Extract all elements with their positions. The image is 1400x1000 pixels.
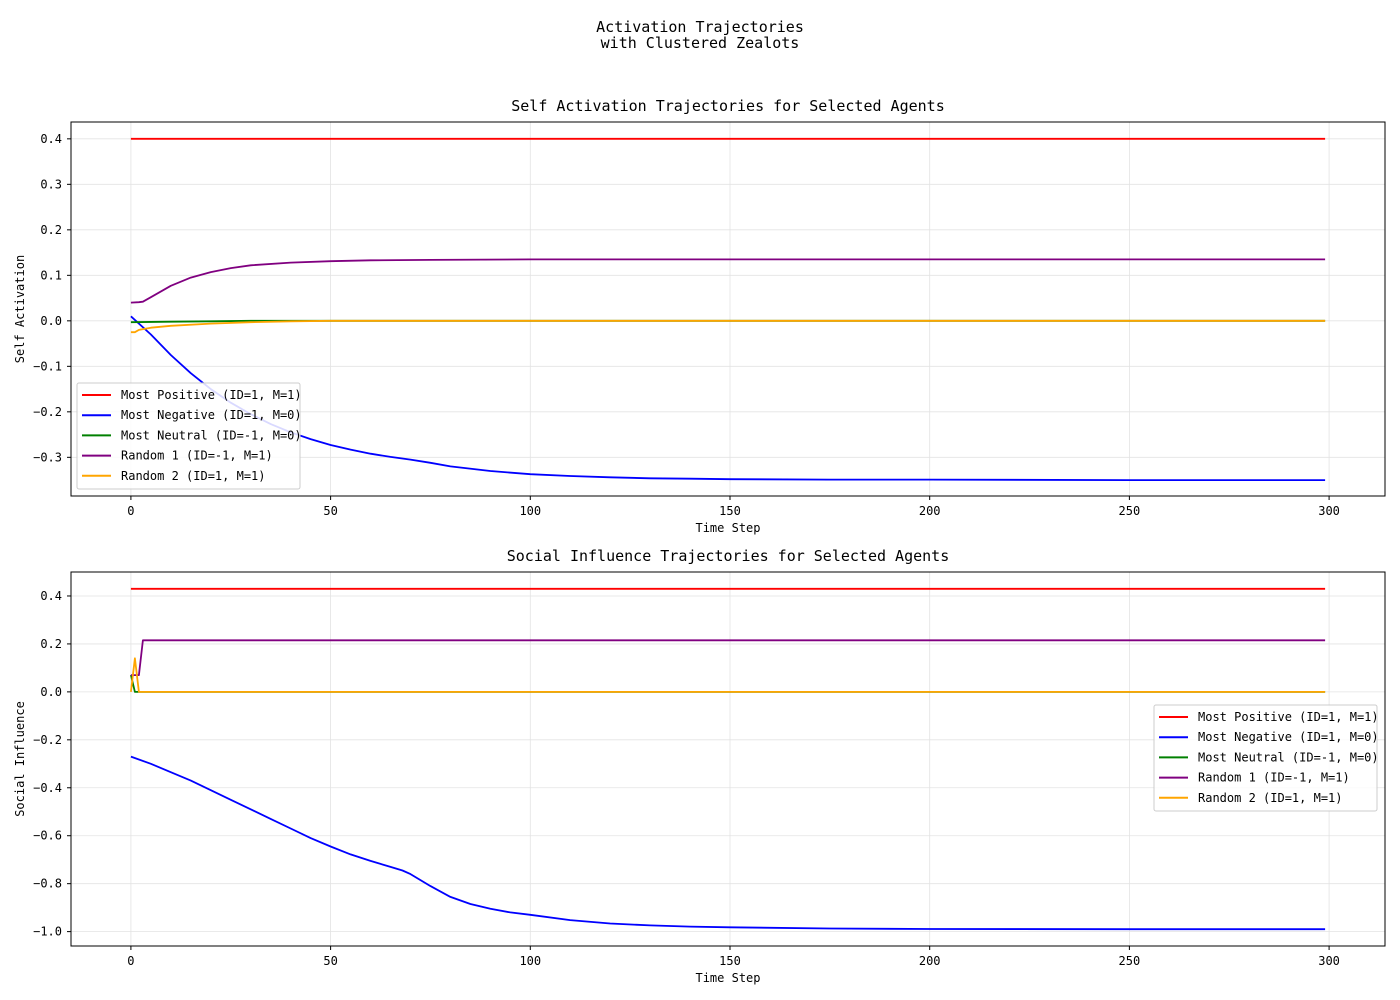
legend-label: Most Neutral (ID=-1, M=0): [1198, 750, 1379, 764]
x-axis-label: Time Step: [695, 971, 760, 985]
y-axis-label: Social Influence: [13, 701, 27, 817]
axes-1: 0 50 100 150 200 250 300 −0.3 −0.2 −0.1 0.0 0.1 0.2 0…: [13, 97, 1386, 535]
figure-title-line-2: with Clustered Zealots: [601, 34, 800, 52]
y-tick-label: −0.2: [33, 733, 62, 747]
y-tick-label: −1.0: [33, 925, 62, 939]
x-tick-label: 100: [519, 954, 541, 968]
x-tick-label: 50: [323, 954, 337, 968]
axes-2: 0 50 100 150 200 250 300 −1.0 −0.8 −0.6 −0.4 −0.2 0.…: [13, 547, 1386, 985]
legend-frame: [76, 382, 301, 490]
y-tick-label: 0.3: [40, 177, 62, 191]
x-tick-label: 200: [919, 954, 941, 968]
series-line-most-neutral: [130, 674, 1326, 693]
legend: Most Positive (ID=1, M=1) Most Negative (…: [76, 382, 302, 490]
x-axis-label: Time Step: [695, 521, 760, 535]
x-tick-label: 0: [127, 954, 134, 968]
series-line-random-1: [130, 258, 1326, 304]
legend-label: Most Neutral (ID=-1, M=0): [121, 428, 302, 442]
y-tick-label: 0.0: [40, 685, 62, 699]
legend-label: Random 2 (ID=1, M=1): [1198, 791, 1343, 805]
x-tick-label: 150: [719, 954, 741, 968]
legend-frame: [1153, 704, 1378, 812]
y-tick-label: −0.3: [33, 450, 62, 464]
axes-frame: [70, 121, 1386, 497]
series-line-random-2: [130, 657, 1326, 693]
y-tick-label: −0.4: [33, 781, 62, 795]
legend-label: Random 1 (ID=-1, M=1): [1198, 771, 1350, 785]
x-tick-label: 250: [1119, 954, 1141, 968]
axes-layer: 0 50 100 150 200 250 300−0.3−0.2−0.10.00.10.20…: [13, 97, 1386, 985]
y-tick-label: −0.8: [33, 877, 62, 891]
y-tick-label: 0.0: [40, 314, 62, 328]
y-tick-label: −0.1: [33, 359, 62, 373]
x-tick-label: 200: [919, 504, 941, 518]
y-tick-label: 0.4: [40, 132, 62, 146]
y-tick-label: 0.4: [40, 589, 62, 603]
legend-label: Most Positive (ID=1, M=1): [1198, 710, 1379, 724]
legend-label: Most Positive (ID=1, M=1): [121, 388, 302, 402]
legend-label: Random 2 (ID=1, M=1): [121, 469, 266, 483]
legend: Most Positive (ID=1, M=1) Most Negative (…: [1153, 704, 1379, 812]
legend-label: Most Negative (ID=1, M=0): [121, 408, 302, 422]
x-tick-label: 250: [1119, 504, 1141, 518]
x-tick-label: 100: [519, 504, 541, 518]
y-tick-label: 0.1: [40, 268, 62, 282]
x-tick-label: 50: [323, 504, 337, 518]
figure-title-line-1: Activation Trajectories: [596, 18, 804, 36]
series-line-random-2: [130, 319, 1326, 334]
y-axis-label: Self Activation: [13, 255, 27, 363]
x-tick-label: 0: [127, 504, 134, 518]
y-tick-label: −0.6: [33, 829, 62, 843]
y-tick-label: 0.2: [40, 223, 62, 237]
legend-label: Most Negative (ID=1, M=0): [1198, 730, 1379, 744]
axes-title: Social Influence Trajectories for Select…: [507, 547, 950, 565]
legend-label: Random 1 (ID=-1, M=1): [121, 449, 273, 463]
series-line-most-negative: [130, 315, 1326, 482]
x-tick-label: 150: [719, 504, 741, 518]
series-line-most-negative: [130, 755, 1326, 931]
x-tick-label: 300: [1318, 504, 1340, 518]
series-line-random-1: [130, 639, 1326, 676]
y-tick-label: −0.2: [33, 405, 62, 419]
x-tick-label: 300: [1318, 954, 1340, 968]
y-tick-label: 0.2: [40, 637, 62, 651]
axes-frame: [70, 571, 1386, 947]
axes-title: Self Activation Trajectories for Selecte…: [511, 97, 944, 115]
